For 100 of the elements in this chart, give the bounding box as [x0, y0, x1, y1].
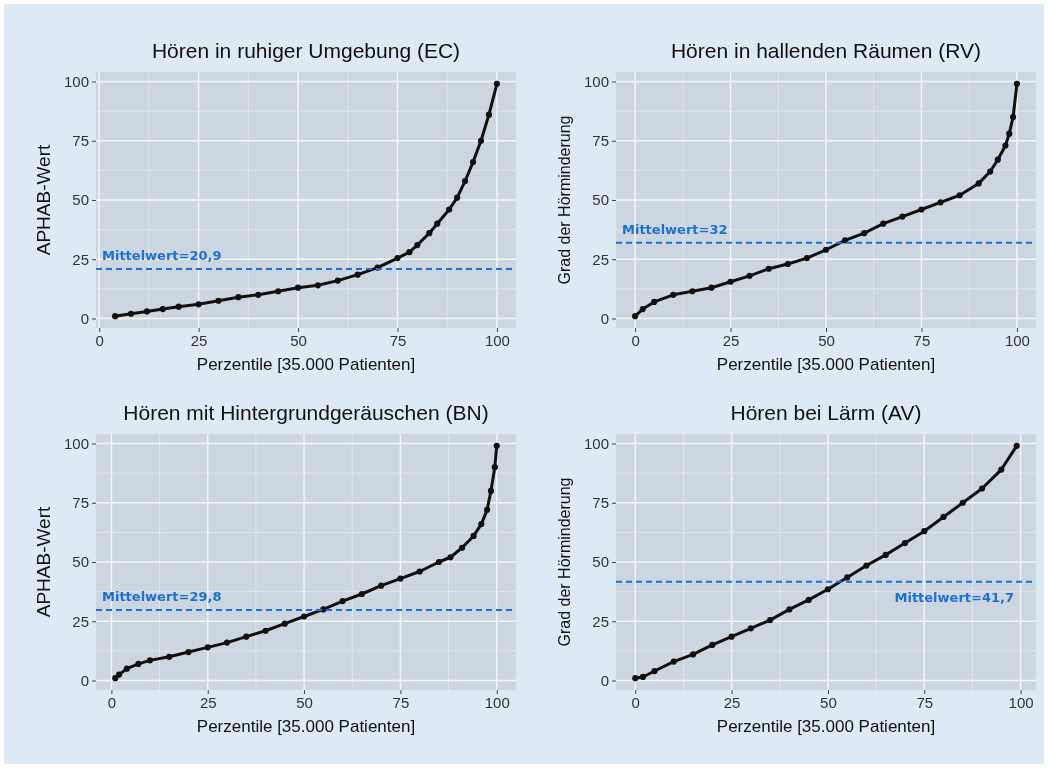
point [358, 590, 365, 598]
point [458, 544, 466, 551]
y-axis-title: Grad der Hörminderung [556, 477, 573, 647]
point [185, 648, 192, 656]
point [339, 598, 346, 605]
y-tick-label: 0 [80, 671, 89, 689]
point [477, 137, 485, 144]
point [487, 487, 495, 494]
point [478, 520, 485, 528]
x-tick-label: 50 [290, 331, 307, 349]
x-tick-label: 100 [1008, 693, 1034, 711]
x-tick-label: 75 [916, 693, 934, 711]
point [901, 539, 909, 547]
y-tick-label: 100 [583, 72, 609, 90]
y-tick-label: 100 [63, 434, 89, 452]
x-axis-title: Perzentile [35.000 Patienten] [716, 717, 936, 736]
point [300, 613, 308, 620]
point [880, 220, 887, 227]
point [824, 586, 832, 593]
point [786, 606, 793, 613]
point [435, 558, 443, 566]
chart-title: Hören mit Hintergrundgeräuschen (BN) [123, 401, 489, 424]
ref-line-label: Mittelwert=29,8 [102, 588, 222, 604]
point [426, 230, 433, 237]
point [195, 301, 202, 308]
point [1010, 113, 1017, 121]
point [446, 206, 453, 213]
y-axis-title: Grad der Hörminderung [556, 115, 573, 285]
point [921, 528, 928, 535]
point [235, 294, 242, 301]
point [491, 464, 498, 471]
point [146, 657, 154, 664]
point [470, 532, 477, 540]
x-tick-label: 25 [722, 331, 740, 349]
point [135, 660, 142, 668]
point [728, 633, 735, 640]
point [123, 665, 130, 672]
x-axis-title: Perzentile [35.000 Patienten] [196, 355, 416, 374]
point [709, 641, 716, 649]
x-tick-label: 50 [818, 331, 835, 349]
point [493, 80, 500, 87]
point [416, 568, 423, 575]
y-tick-label: 75 [592, 494, 609, 512]
point [262, 627, 269, 634]
point [689, 288, 696, 295]
point [651, 298, 658, 306]
ref-line-label: Mittelwert=32 [622, 221, 728, 237]
y-tick-label: 25 [592, 612, 609, 630]
y-tick-label: 25 [592, 250, 609, 268]
x-tick-label: 75 [392, 693, 410, 711]
point [127, 310, 135, 317]
x-tick-label: 75 [913, 331, 931, 349]
point [414, 241, 421, 249]
point [975, 180, 982, 187]
point [747, 625, 754, 632]
point [378, 582, 385, 589]
point [1013, 80, 1020, 87]
point [354, 271, 361, 278]
x-tick-label: 0 [631, 331, 640, 349]
x-tick-label: 0 [107, 693, 117, 711]
point [1002, 142, 1009, 149]
point [882, 551, 889, 558]
y-tick-label: 100 [63, 72, 89, 90]
point [940, 513, 947, 521]
point [397, 575, 404, 582]
y-tick-label: 100 [583, 434, 609, 452]
point [1013, 442, 1020, 449]
y-tick-label: 50 [592, 191, 609, 209]
chart-title: Hören in hallenden Räumen (RV) [670, 39, 982, 62]
point [334, 277, 341, 284]
x-tick-label: 100 [484, 331, 510, 349]
point [112, 313, 119, 320]
point [784, 260, 791, 268]
point [275, 288, 282, 295]
y-tick-label: 75 [72, 494, 89, 512]
y-tick-label: 75 [72, 132, 89, 150]
y-tick-label: 75 [592, 132, 609, 150]
point [639, 673, 647, 681]
point [863, 562, 870, 569]
point [394, 254, 401, 262]
point [175, 303, 182, 310]
point [1006, 130, 1013, 137]
y-tick-label: 0 [80, 309, 89, 327]
point [632, 675, 639, 682]
point [116, 671, 123, 678]
point [243, 633, 250, 640]
chart-title: Hören in ruhiger Umgebung (EC) [151, 39, 461, 62]
y-axis-title: APHAB-Wert [33, 144, 54, 256]
point [899, 213, 906, 220]
point [651, 667, 658, 675]
point [805, 596, 812, 604]
point [918, 206, 925, 213]
x-tick-label: 75 [389, 331, 407, 349]
point [842, 237, 849, 244]
point [803, 254, 810, 262]
y-tick-label: 50 [592, 553, 609, 571]
point [281, 620, 288, 627]
point [493, 442, 500, 449]
point [956, 192, 963, 199]
x-tick-label: 100 [1004, 331, 1030, 349]
